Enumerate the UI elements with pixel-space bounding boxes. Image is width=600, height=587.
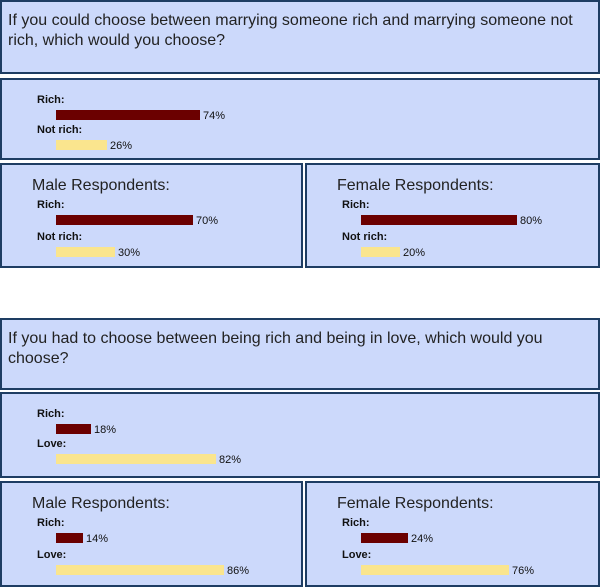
love-bar [56,454,216,464]
question-text: If you had to choose between being rich … [8,330,543,367]
female-panel-1: Female Respondents: Rich: 80% Not rich: 20% [305,163,600,268]
not-rich-percent: 20% [403,247,426,259]
not-rich-bar [56,140,107,150]
not-rich-bar [361,247,400,257]
rich-bar [56,533,83,543]
love-bar [56,565,224,575]
male-heading: Male Respondents: [32,495,170,512]
rich-label: Rich: [37,199,65,211]
love-percent: 76% [512,565,535,577]
not-rich-percent: 26% [110,140,133,152]
love-percent: 82% [219,454,242,466]
male-heading: Male Respondents: [32,177,170,194]
love-percent: 86% [227,565,250,577]
rich-percent: 24% [411,533,434,545]
female-panel-2: Female Respondents: Rich: 24% Love: 76% [305,481,600,587]
rich-percent: 74% [203,110,226,122]
question-box-1: If you could choose between marrying som… [0,0,600,74]
love-label: Love: [37,438,67,450]
not-rich-percent: 30% [118,247,141,259]
rich-label: Rich: [37,517,65,529]
love-label: Love: [37,549,67,561]
rich-bar [56,424,91,434]
love-bar [361,565,509,575]
not-rich-label: Not rich: [342,231,388,243]
rich-percent: 18% [94,424,117,436]
rich-bar [361,215,517,225]
not-rich-label: Not rich: [37,231,83,243]
question-text: If you could choose between marrying som… [8,12,573,49]
rich-percent: 80% [520,215,543,227]
male-panel-2: Male Respondents: Rich: 14% Love: 86% [0,481,303,587]
female-heading: Female Respondents: [337,495,494,512]
female-heading: Female Respondents: [337,177,494,194]
male-panel-1: Male Respondents: Rich: 70% Not rich: 30% [0,163,303,268]
rich-label: Rich: [342,199,370,211]
overall-panel-2: Rich: 18% Love: 82% [0,392,600,478]
not-rich-bar [56,247,115,257]
rich-label: Rich: [342,517,370,529]
rich-percent: 14% [86,533,109,545]
love-label: Love: [342,549,372,561]
question-box-2: If you had to choose between being rich … [0,318,600,390]
rich-percent: 70% [196,215,219,227]
rich-bar [56,110,200,120]
not-rich-label: Not rich: [37,124,83,136]
rich-label: Rich: [37,94,65,106]
overall-panel-1: Rich: 74% Not rich: 26% [0,78,600,160]
rich-bar [56,215,193,225]
rich-bar [361,533,408,543]
rich-label: Rich: [37,408,65,420]
